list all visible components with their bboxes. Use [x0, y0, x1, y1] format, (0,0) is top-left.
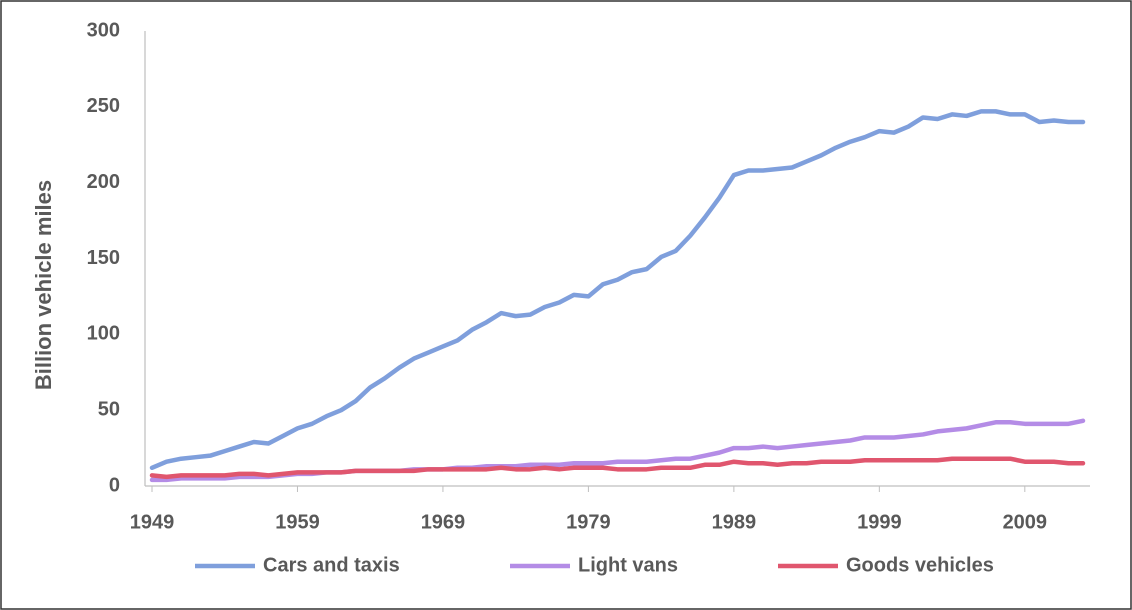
legend-label: Light vans	[578, 554, 678, 576]
y-tick-label: 250	[87, 95, 120, 117]
x-tick-label: 1969	[421, 511, 466, 533]
series-line	[149, 456, 1086, 480]
x-tick-label: 1979	[566, 511, 611, 533]
x-tick-label: 1999	[857, 511, 902, 533]
legend-label: Goods vehicles	[846, 554, 994, 576]
y-tick-label: 50	[98, 398, 120, 420]
y-axis-label: Billion vehicle miles	[31, 180, 56, 390]
x-tick-label: 1959	[275, 511, 320, 533]
y-tick-label: 0	[109, 474, 120, 496]
y-tick-label: 300	[87, 19, 120, 41]
x-tick-label: 1949	[130, 511, 175, 533]
y-tick-label: 150	[87, 247, 120, 269]
y-tick-label: 200	[87, 171, 120, 193]
series-line	[149, 109, 1086, 471]
legend-label: Cars and taxis	[263, 554, 400, 576]
x-tick-label: 1989	[712, 511, 757, 533]
x-tick-label: 2009	[1003, 511, 1048, 533]
y-tick-label: 100	[87, 323, 120, 345]
